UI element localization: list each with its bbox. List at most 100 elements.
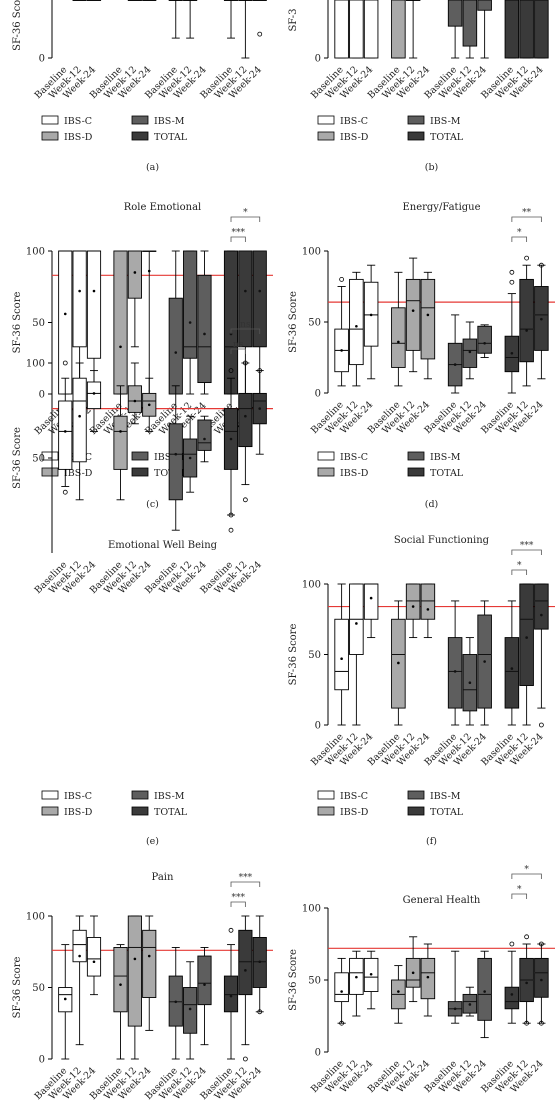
- mean-dot: [78, 414, 81, 418]
- box-ibs-d-week-24: [420, 271, 436, 380]
- chart-title: Emotional Well Being: [108, 540, 218, 551]
- box-iqr: [519, 0, 534, 59]
- box-ibs-c-week-12: [72, 0, 87, 1]
- box-ibs-d-week-24: [420, 583, 436, 639]
- box-total-baseline: [223, 927, 239, 1060]
- significance-bracket: [230, 328, 261, 334]
- box-iqr: [86, 381, 102, 410]
- y-tick-label: 0: [39, 1055, 45, 1066]
- box-ibs-m-week-24: [197, 947, 212, 1046]
- mean-dot: [525, 981, 528, 985]
- box-ibs-m-baseline: [168, 250, 183, 395]
- box-ibs-m-week-12: [183, 961, 198, 1060]
- box-ibs-d-week-24: [142, 250, 157, 395]
- legend-swatch-ibs-m: [131, 451, 149, 461]
- box-iqr: [127, 915, 142, 1027]
- box-ibs-d-week-12: [405, 583, 421, 639]
- box-ibs-c-week-12: [349, 583, 364, 726]
- box-iqr: [58, 250, 73, 395]
- mean-dot: [174, 452, 178, 456]
- box-ibs-m-baseline: [168, 0, 183, 39]
- mean-dot: [133, 957, 137, 961]
- mean-dot: [355, 324, 358, 328]
- box-ibs-m-week-24: [477, 600, 492, 726]
- box-ibs-m-week-24: [477, 324, 492, 358]
- box-ibs-c-baseline: [58, 360, 73, 495]
- mean-dot: [203, 332, 206, 336]
- mean-dot: [92, 392, 96, 395]
- legend-swatch-ibs-d: [41, 806, 59, 816]
- y-tick-label: 50: [308, 976, 321, 987]
- box-ibs-m-baseline: [447, 0, 463, 59]
- box-ibs-c-baseline: [58, 250, 73, 395]
- mean-dot: [468, 1003, 472, 1006]
- box-iqr: [519, 583, 534, 686]
- mean-dot: [244, 289, 247, 293]
- legend-label: IBS-D: [340, 132, 369, 143]
- box-iqr: [142, 929, 157, 998]
- box-ibs-d-week-24: [142, 377, 157, 432]
- mean-dot: [258, 289, 262, 293]
- box-ibs-d-week-12: [405, 0, 421, 59]
- mean-dot: [203, 983, 206, 986]
- significance-bracket: [511, 236, 528, 242]
- box-total-week-12: [519, 934, 534, 1026]
- box-ibs-m-week-24: [197, 415, 212, 463]
- box-ibs-d-baseline: [391, 600, 406, 726]
- box-iqr: [405, 583, 421, 620]
- outlier-point: [228, 927, 234, 933]
- legend-label: IBS-M: [430, 116, 461, 127]
- mean-dot: [174, 1000, 178, 1004]
- outlier-point: [228, 527, 234, 533]
- mean-dot: [119, 983, 122, 986]
- mean-dot: [340, 657, 343, 661]
- mean-dot: [540, 613, 543, 617]
- legend-label: IBS-D: [340, 807, 369, 818]
- significance-label: ***: [239, 873, 253, 883]
- mean-dot: [174, 351, 178, 354]
- y-tick-label: 100: [26, 247, 45, 258]
- box-total-week-12: [519, 255, 534, 387]
- box-iqr: [391, 0, 406, 59]
- legend-swatch-ibs-c: [317, 451, 335, 461]
- y-tick-label: 0: [315, 721, 321, 732]
- legend-swatch-ibs-c: [41, 790, 59, 800]
- box-iqr: [462, 338, 478, 368]
- mean-dot: [453, 1007, 457, 1011]
- mean-dot: [411, 971, 415, 975]
- box-total-week-24: [252, 915, 267, 1015]
- mean-dot: [411, 605, 415, 608]
- legend-swatch-ibs-m: [131, 790, 149, 800]
- mean-dot: [258, 960, 262, 964]
- outlier-point: [524, 1020, 530, 1026]
- y-tick-label: 0: [315, 1048, 321, 1059]
- box-ibs-c-week-24: [86, 915, 102, 996]
- mean-dot: [229, 994, 233, 998]
- mean-dot: [525, 636, 528, 639]
- significance-bracket: [230, 348, 246, 354]
- mean-dot: [258, 407, 262, 410]
- panel-label: (f): [426, 836, 437, 847]
- outlier-point: [242, 360, 248, 366]
- box-ibs-c-week-24: [363, 950, 379, 1010]
- significance-label: *: [243, 208, 248, 218]
- box-iqr: [238, 392, 253, 448]
- mean-dot: [203, 437, 206, 441]
- box-iqr: [86, 937, 102, 977]
- box-iqr: [168, 297, 183, 395]
- box-iqr: [349, 0, 364, 59]
- legend-swatch-ibs-m: [131, 115, 149, 125]
- legend-swatch-total: [407, 467, 425, 477]
- box-ibs-c-week-12: [349, 950, 364, 1017]
- outlier-point: [228, 512, 234, 518]
- significance-label: ns: [233, 340, 244, 350]
- mean-dot: [510, 667, 514, 670]
- legend-swatch-ibs-c: [317, 790, 335, 800]
- box-iqr: [113, 250, 128, 395]
- mean-dot: [426, 313, 430, 317]
- box-ibs-m-week-12: [462, 321, 478, 380]
- box-iqr: [504, 637, 520, 709]
- legend-label: TOTAL: [154, 132, 188, 143]
